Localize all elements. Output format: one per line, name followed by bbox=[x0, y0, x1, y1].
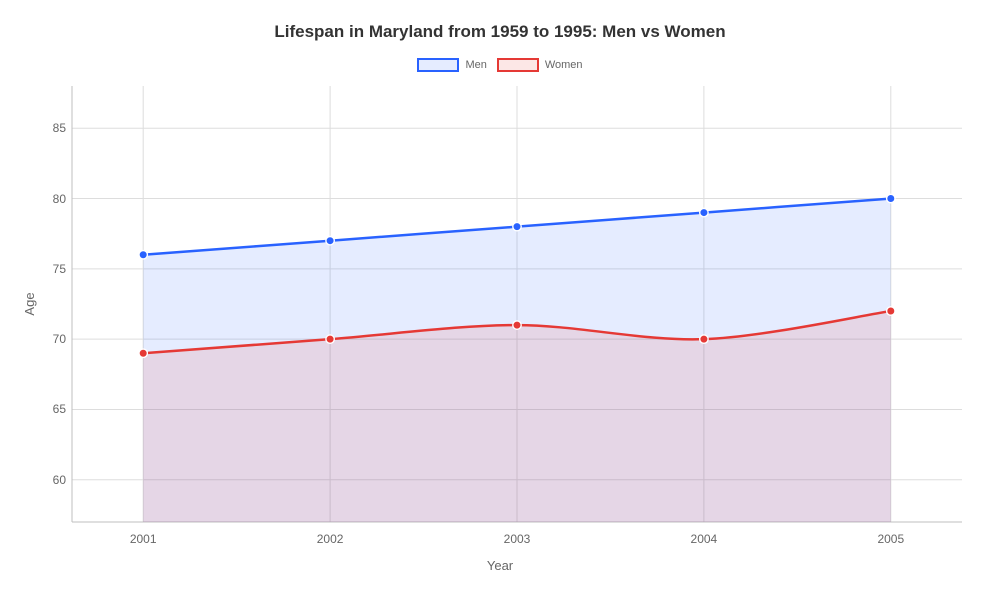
y-tick-label: 80 bbox=[42, 192, 66, 206]
chart-container: Lifespan in Maryland from 1959 to 1995: … bbox=[0, 0, 1000, 600]
y-tick-label: 70 bbox=[42, 332, 66, 346]
x-tick-label: 2003 bbox=[504, 532, 531, 546]
x-axis-title: Year bbox=[0, 558, 1000, 573]
x-tick-label: 2001 bbox=[130, 532, 157, 546]
y-axis-title: Age bbox=[22, 292, 37, 315]
legend-swatch-women bbox=[497, 58, 539, 72]
legend-item-women[interactable]: Women bbox=[497, 58, 583, 72]
y-tick-label: 65 bbox=[42, 402, 66, 416]
legend-label-men: Men bbox=[465, 59, 486, 71]
legend: Men Women bbox=[0, 58, 1000, 72]
legend-swatch-men bbox=[417, 58, 459, 72]
x-tick-label: 2004 bbox=[691, 532, 718, 546]
legend-label-women: Women bbox=[545, 59, 583, 71]
legend-item-men[interactable]: Men bbox=[417, 58, 486, 72]
y-tick-label: 60 bbox=[42, 473, 66, 487]
y-tick-label: 85 bbox=[42, 121, 66, 135]
chart-plot bbox=[72, 86, 962, 522]
x-tick-label: 2002 bbox=[317, 532, 344, 546]
x-tick-label: 2005 bbox=[877, 532, 904, 546]
chart-title: Lifespan in Maryland from 1959 to 1995: … bbox=[0, 22, 1000, 42]
y-tick-label: 75 bbox=[42, 262, 66, 276]
